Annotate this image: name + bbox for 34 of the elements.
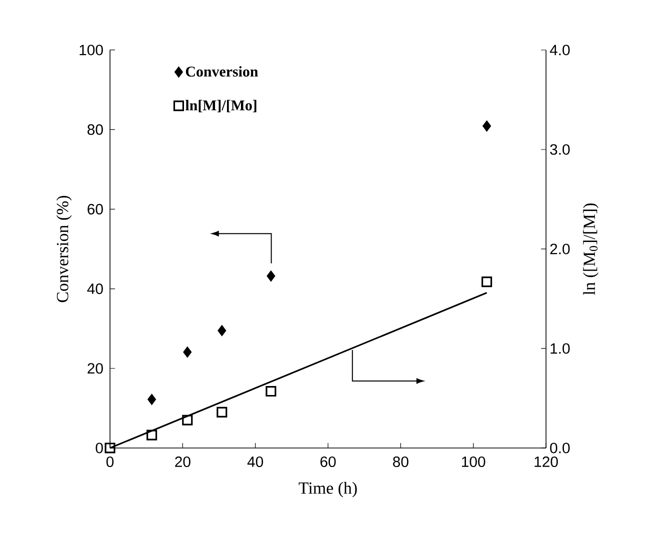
x-tick-label: 100 xyxy=(462,456,486,468)
point xyxy=(218,325,226,336)
y-tick-label: 20 xyxy=(88,363,103,374)
x-tick-label: 80 xyxy=(393,456,408,468)
y2-tick-label: 2.0 xyxy=(550,244,570,254)
y-tick-label: 80 xyxy=(88,124,103,135)
point xyxy=(148,394,156,405)
point xyxy=(266,270,276,282)
y2-axis-title: ln ([M$_{0}$]/[M]) xyxy=(583,203,598,295)
x-tick-label: 0 xyxy=(106,456,114,468)
point xyxy=(104,442,116,454)
y2-tick-label: 0.0 xyxy=(550,442,570,454)
legend-label: ln[M]/[Mo] xyxy=(185,100,256,112)
point xyxy=(216,406,228,418)
y-tick-label: 40 xyxy=(87,283,103,294)
y-tick-label: 60 xyxy=(88,204,103,214)
x-tick-label: 120 xyxy=(534,456,558,468)
x-tick-label: 40 xyxy=(247,456,264,468)
point xyxy=(146,430,158,440)
y-tick-label: 0 xyxy=(96,442,103,454)
point xyxy=(183,346,192,358)
point xyxy=(482,120,491,132)
y2-tick-label: 4.0 xyxy=(550,44,570,56)
x-tick-label: 20 xyxy=(175,456,190,468)
x-axis-title: Time (h) xyxy=(298,482,357,498)
point xyxy=(266,386,276,397)
point xyxy=(482,276,492,288)
y-axis-title: Conversion (%) xyxy=(56,196,72,302)
x-tick-label: 60 xyxy=(320,456,336,468)
legend-label: Conversion xyxy=(186,66,258,77)
y2-tick-label: 1.0 xyxy=(550,343,570,354)
y-tick-label: 100 xyxy=(80,44,103,56)
y2-tick-label: 3.0 xyxy=(550,144,570,155)
point xyxy=(182,414,193,426)
